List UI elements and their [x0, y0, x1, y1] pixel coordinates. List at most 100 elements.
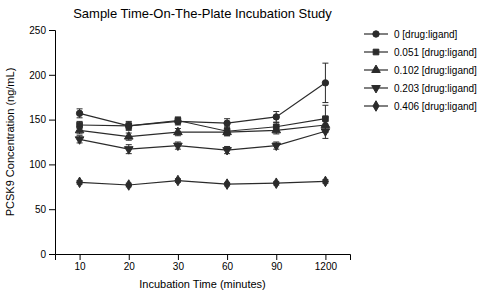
y-tick-mark: [49, 254, 55, 255]
x-tick-mark: [80, 254, 81, 260]
marker: [126, 123, 132, 129]
y-tick-mark: [49, 164, 55, 165]
x-tick-label: 20: [124, 261, 136, 272]
x-tick-mark: [178, 254, 179, 260]
y-tick-label: 150: [29, 114, 46, 125]
y-tick-label: 50: [35, 204, 47, 215]
legend-item: 0.102 [drug:ligand]: [364, 65, 477, 76]
x-tick: 1200: [315, 254, 338, 272]
marker: [224, 120, 230, 126]
marker: [175, 118, 181, 124]
data-marks: [75, 63, 329, 190]
x-tick-mark: [325, 254, 326, 260]
x-tick-label: 30: [173, 261, 185, 272]
x-tick: 30: [173, 254, 185, 272]
marker: [124, 147, 133, 154]
marker: [273, 178, 279, 189]
x-tick-mark: [227, 254, 228, 260]
x-tick-label: 1200: [315, 261, 338, 272]
series: [75, 124, 329, 155]
marker: [126, 180, 132, 191]
y-tick: 250: [29, 25, 55, 36]
y-tick: 50: [35, 204, 55, 215]
legend-item: 0.406 [drug:ligand]: [364, 101, 477, 112]
x-tick-label: 10: [75, 261, 87, 272]
marker: [175, 118, 181, 124]
x-tick-mark: [129, 254, 130, 260]
y-tick: 200: [29, 70, 55, 81]
y-tick-label: 0: [40, 249, 46, 260]
x-tick: 60: [222, 254, 234, 272]
marker: [76, 110, 82, 116]
legend-label: 0 [drug:ligand]: [394, 29, 458, 40]
legend-marker: [372, 86, 381, 93]
marker: [322, 176, 328, 187]
title: Sample Time-On-The-Plate Incubation Stud…: [73, 6, 332, 21]
marker: [223, 148, 232, 155]
legend: 0 [drug:ligand] 0.051 [drug:ligand] 0.102 …: [364, 29, 477, 112]
marker: [273, 114, 279, 120]
y-tick-mark: [49, 30, 55, 31]
series-line: [80, 83, 326, 126]
legend-marker: [373, 49, 379, 55]
y-axis: 0 50 100 150 200 250: [29, 25, 55, 260]
marker: [77, 177, 83, 188]
series-line: [80, 125, 326, 137]
chart: 10 20 30 60 90 1200 0 50 100 150 200 250 Sample Time…: [0, 0, 500, 294]
plot-area: 10 20 30 60 90 1200 0 50 100 150 200 250: [29, 25, 350, 272]
legend-marker: [372, 65, 381, 72]
series-line: [80, 131, 326, 150]
error-bar: [77, 109, 83, 118]
y-axis-line: [49, 31, 56, 255]
y-tick-label: 200: [29, 70, 46, 81]
marker: [321, 129, 330, 136]
marker: [175, 175, 181, 186]
marker: [272, 125, 281, 132]
marker: [272, 143, 281, 150]
x-tick: 90: [271, 254, 283, 272]
y-tick-label: 250: [29, 25, 46, 36]
error-bar: [175, 118, 181, 125]
x-tick-label: 90: [271, 261, 283, 272]
y-tick: 100: [29, 159, 55, 170]
y-axis-title: PCSK9 Concentration (ng/mL): [4, 68, 16, 217]
x-axis-title: Incubation Time (minutes): [139, 278, 266, 290]
series: [77, 175, 329, 190]
x-axis-line: [56, 255, 351, 261]
series-line: [80, 181, 326, 185]
marker: [75, 137, 84, 144]
marker: [174, 127, 183, 134]
legend-marker: [373, 31, 379, 37]
legend-label: 0.406 [drug:ligand]: [394, 101, 477, 112]
series: [77, 105, 329, 135]
marker: [124, 132, 133, 139]
y-tick-label: 100: [29, 159, 46, 170]
marker: [174, 143, 183, 150]
series: [75, 118, 329, 140]
y-tick: 150: [29, 114, 55, 125]
marker: [126, 123, 132, 129]
y-tick-mark: [49, 120, 55, 121]
y-tick: 0: [40, 249, 55, 260]
x-tick: 10: [75, 254, 87, 272]
x-tick-mark: [276, 254, 277, 260]
error-bar: [322, 63, 328, 102]
legend-marker: [373, 101, 379, 112]
series: [76, 63, 328, 129]
marker: [75, 125, 84, 132]
legend-item: 0 [drug:ligand]: [364, 29, 458, 40]
marker: [224, 179, 230, 190]
x-tick-label: 60: [222, 261, 234, 272]
y-tick-mark: [49, 75, 55, 76]
error-bar: [273, 112, 279, 123]
y-tick-mark: [49, 209, 55, 210]
marker: [322, 80, 328, 86]
marker: [223, 127, 232, 134]
error-bar: [126, 121, 132, 130]
error-bar: [126, 122, 132, 129]
legend-label: 0.051 [drug:ligand]: [394, 47, 477, 58]
legend-item: 0.203 [drug:ligand]: [364, 83, 477, 94]
legend-label: 0.203 [drug:ligand]: [394, 83, 477, 94]
error-bar: [175, 117, 181, 124]
legend-item: 0.051 [drug:ligand]: [364, 47, 477, 58]
